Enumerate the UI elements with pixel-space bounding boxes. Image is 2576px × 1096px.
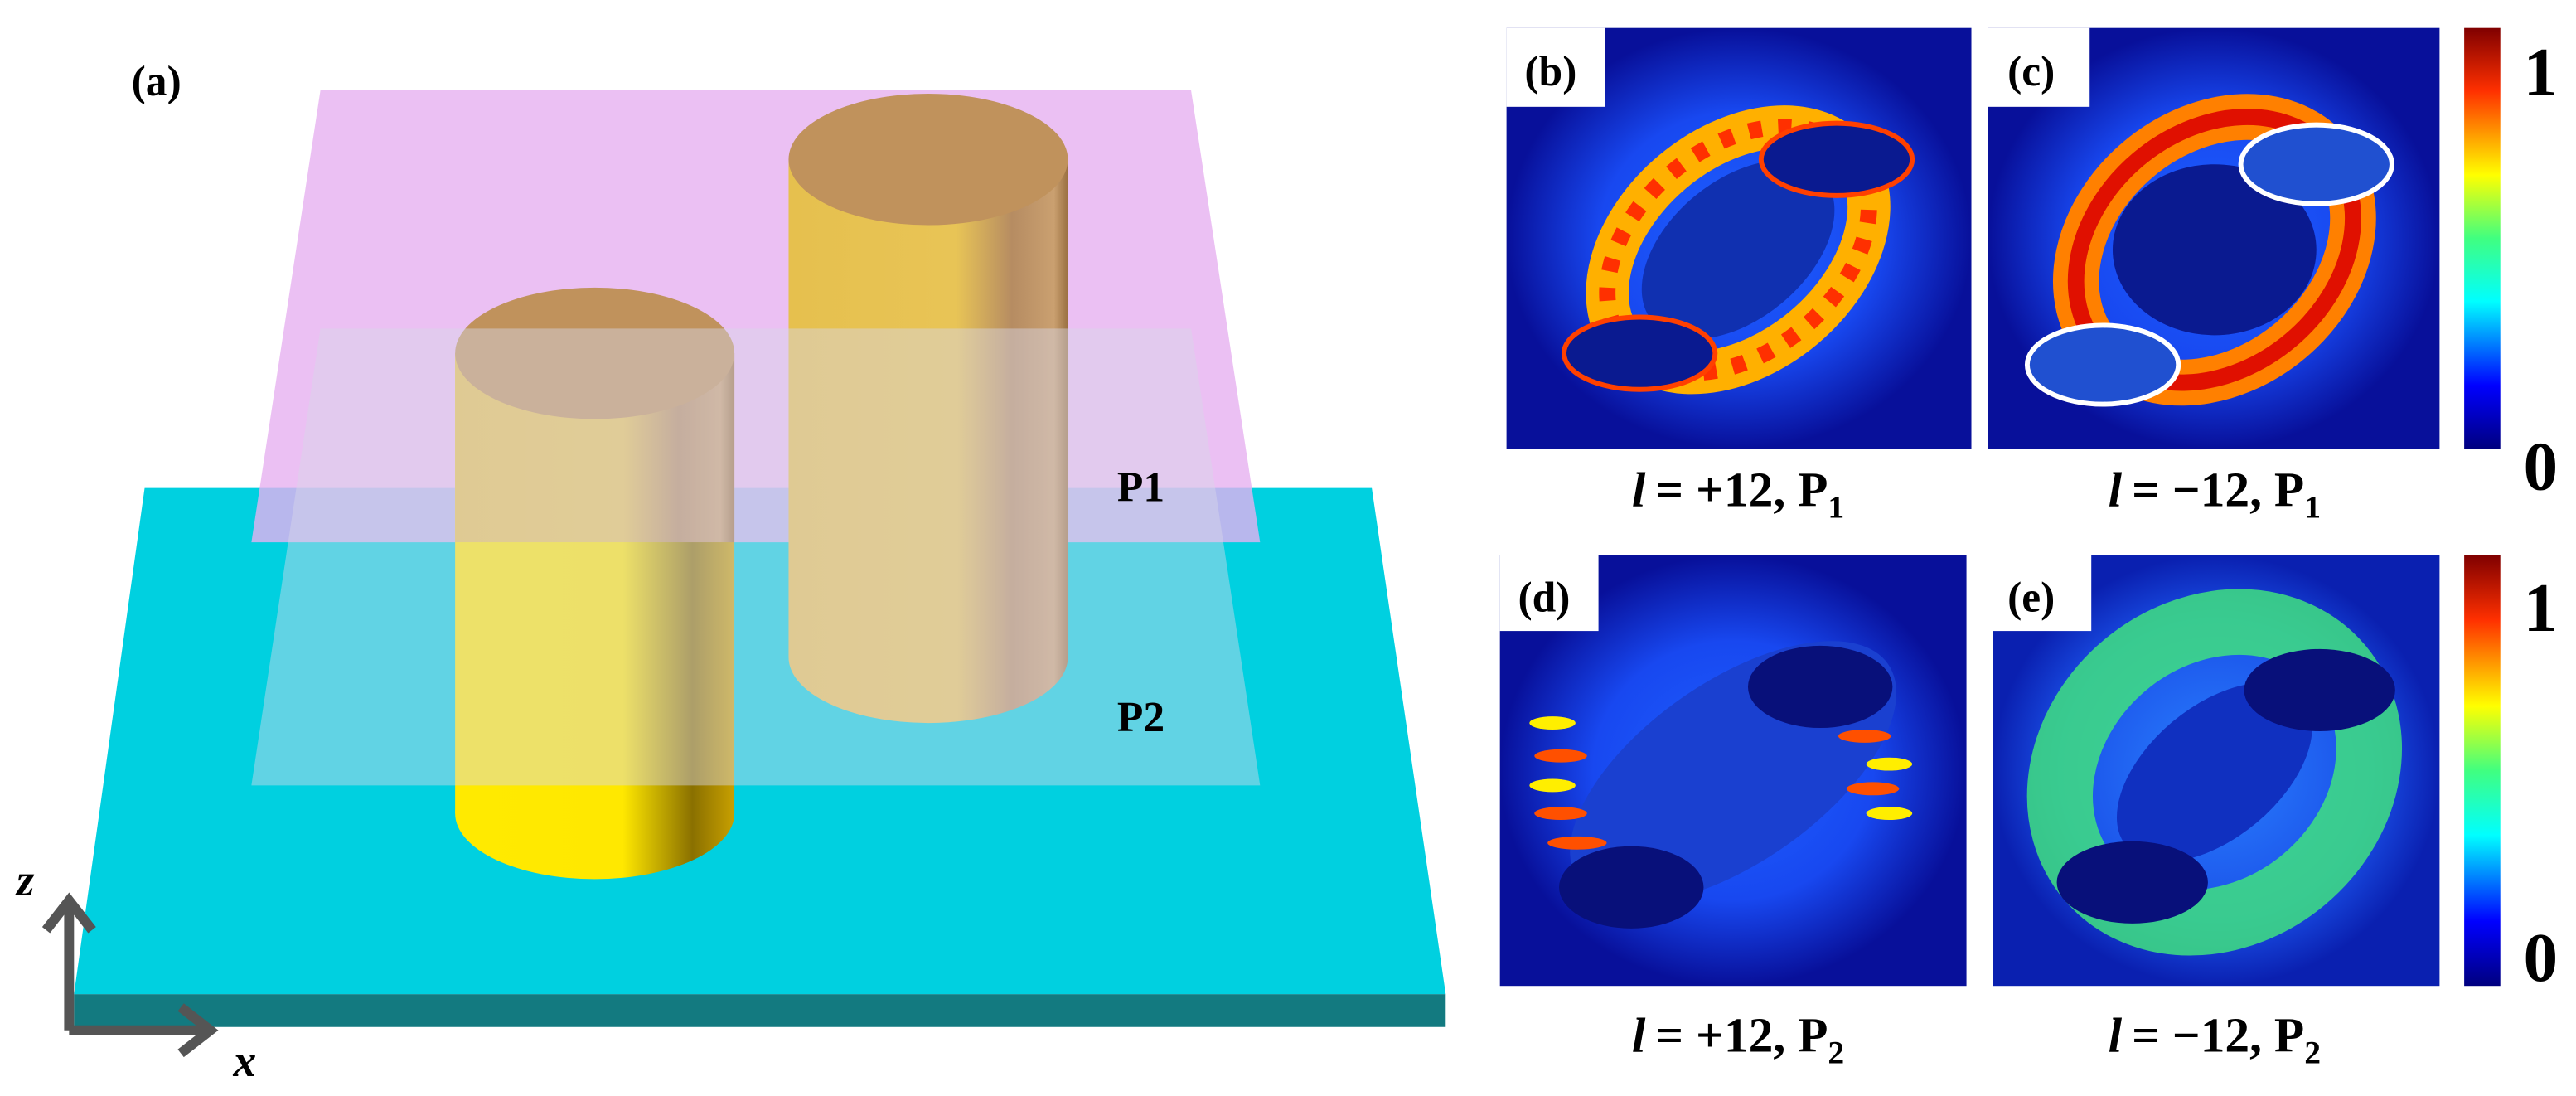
caption: l = +12, P1 [1632,462,1844,525]
panel-label: (a) [132,58,182,105]
colorbar-min: 0 [2523,920,2558,997]
caption-part: = +12, P [1655,1007,1828,1062]
slab [74,487,1446,995]
panel-label: (e) [2007,574,2055,621]
panel-label: (c) [2007,48,2055,95]
captions: l = +12, P1 l = −12, P1l = +12, P2 l = −12, P2 [1632,462,2321,1070]
colorbar [2464,27,2501,449]
caption-part: = +12, P [1655,462,1828,516]
caption-part: l [1632,1007,1646,1062]
caption-part: 2 [2304,1034,2321,1070]
colorbar-max: 1 [2523,35,2558,111]
caption-part: l [2109,462,2123,516]
colorbar-max: 1 [2523,570,2558,647]
plane-label: P1 [1117,464,1165,512]
axes-arrows [41,892,219,1058]
plane-p2 [251,328,1261,786]
caption: l = −12, P1 [2109,462,2321,525]
cylinder-left [455,287,735,880]
plane-label: P2 [1117,694,1165,741]
panel-label: (b) [1524,48,1576,95]
axis-label: z [15,856,35,906]
caption-part: l [1632,462,1646,516]
caption-part: = −12, P [2132,1007,2304,1062]
caption-part: = −12, P [2132,462,2304,516]
field-map [1988,27,2440,449]
slab-edge [74,994,1446,1027]
caption: l = +12, P2 [1632,1007,1844,1070]
caption-part: 1 [2304,488,2321,525]
caption-part: l [2109,1007,2123,1062]
axis-label: x [233,1036,257,1087]
caption-part: 1 [1828,488,1844,525]
caption: l = −12, P2 [2109,1007,2321,1070]
cylinder-right [788,93,1068,724]
colorbar [2464,555,2501,987]
colorbar-min: 0 [2523,429,2558,506]
panel-label: (d) [1518,574,1570,621]
caption-part: 2 [1828,1034,1844,1070]
panel-label-boxes [1499,27,2092,632]
